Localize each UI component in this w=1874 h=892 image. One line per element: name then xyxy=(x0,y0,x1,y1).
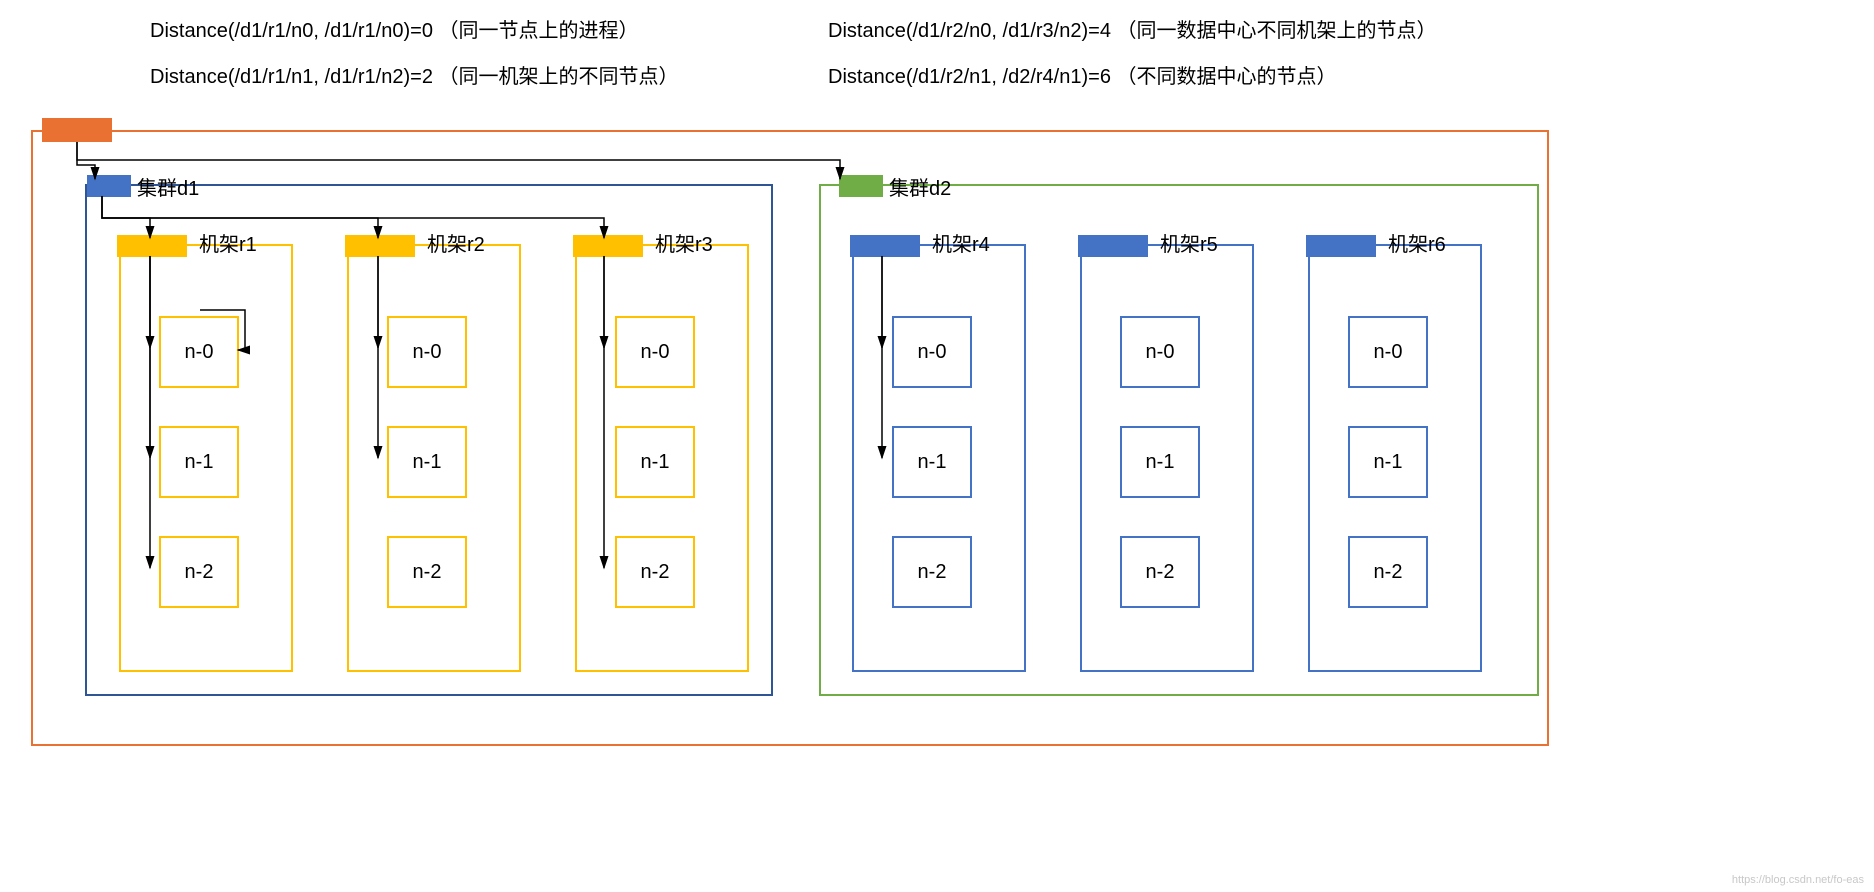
cluster-d1-label: 集群d1 xyxy=(137,172,199,201)
rack-r3-tab xyxy=(573,235,643,257)
node-label: n-1 xyxy=(1146,451,1175,474)
distance-expr: Distance(/d1/r1/n0, /d1/r1/n0)=0 xyxy=(150,20,433,42)
node-r2-n1: n-1 xyxy=(387,426,467,498)
node-label: n-2 xyxy=(1146,561,1175,584)
node-r2-n2: n-2 xyxy=(387,536,467,608)
node-label: n-0 xyxy=(1146,341,1175,364)
distance-desc: （同一节点上的进程） xyxy=(439,20,639,42)
node-r3-n2: n-2 xyxy=(615,536,695,608)
rack-r1-label: 机架r1 xyxy=(199,228,257,257)
rack-r6-tab xyxy=(1306,235,1376,257)
node-label: n-1 xyxy=(413,451,442,474)
rack-r5-label: 机架r5 xyxy=(1160,228,1218,257)
cluster-d2-tab xyxy=(839,175,883,197)
rack-r2-label: 机架r2 xyxy=(427,228,485,257)
node-label: n-0 xyxy=(641,341,670,364)
node-label: n-0 xyxy=(185,341,214,364)
node-label: n-2 xyxy=(413,561,442,584)
node-r4-n2: n-2 xyxy=(892,536,972,608)
node-label: n-0 xyxy=(413,341,442,364)
node-label: n-0 xyxy=(918,341,947,364)
rack-r5-tab xyxy=(1078,235,1148,257)
root-tab xyxy=(42,118,112,142)
node-r1-n2: n-2 xyxy=(159,536,239,608)
node-r1-n0: n-0 xyxy=(159,316,239,388)
node-r5-n1: n-1 xyxy=(1120,426,1200,498)
distance-formula-2: Distance(/d1/r2/n0, /d1/r3/n2)=4 （同一数据中心… xyxy=(828,14,1437,43)
node-label: n-2 xyxy=(918,561,947,584)
node-label: n-2 xyxy=(185,561,214,584)
distance-expr: Distance(/d1/r2/n0, /d1/r3/n2)=4 xyxy=(828,20,1111,42)
node-r3-n1: n-1 xyxy=(615,426,695,498)
node-r6-n2: n-2 xyxy=(1348,536,1428,608)
watermark: https://blog.csdn.net/fo-eas xyxy=(1732,874,1864,886)
node-r6-n0: n-0 xyxy=(1348,316,1428,388)
node-r4-n0: n-0 xyxy=(892,316,972,388)
node-label: n-2 xyxy=(641,561,670,584)
node-r6-n1: n-1 xyxy=(1348,426,1428,498)
distance-desc: （不同数据中心的节点） xyxy=(1117,66,1337,88)
node-label: n-0 xyxy=(1374,341,1403,364)
distance-desc: （同一机架上的不同节点） xyxy=(439,66,679,88)
rack-r2-tab xyxy=(345,235,415,257)
distance-desc: （同一数据中心不同机架上的节点） xyxy=(1117,20,1437,42)
node-label: n-1 xyxy=(1374,451,1403,474)
rack-r4-tab xyxy=(850,235,920,257)
node-r5-n0: n-0 xyxy=(1120,316,1200,388)
rack-r4-label: 机架r4 xyxy=(932,228,990,257)
distance-formula-0: Distance(/d1/r1/n0, /d1/r1/n0)=0 （同一节点上的… xyxy=(150,14,639,43)
distance-expr: Distance(/d1/r1/n1, /d1/r1/n2)=2 xyxy=(150,66,433,88)
node-label: n-2 xyxy=(1374,561,1403,584)
rack-r1-tab xyxy=(117,235,187,257)
node-r5-n2: n-2 xyxy=(1120,536,1200,608)
node-r4-n1: n-1 xyxy=(892,426,972,498)
node-r2-n0: n-0 xyxy=(387,316,467,388)
distance-formula-1: Distance(/d1/r1/n1, /d1/r1/n2)=2 （同一机架上的… xyxy=(150,60,679,89)
node-r3-n0: n-0 xyxy=(615,316,695,388)
cluster-d1-tab xyxy=(87,175,131,197)
cluster-d2-label: 集群d2 xyxy=(889,172,951,201)
rack-r6-label: 机架r6 xyxy=(1388,228,1446,257)
node-label: n-1 xyxy=(185,451,214,474)
rack-r3-label: 机架r3 xyxy=(655,228,713,257)
distance-formula-3: Distance(/d1/r2/n1, /d2/r4/n1)=6 （不同数据中心… xyxy=(828,60,1337,89)
node-label: n-1 xyxy=(641,451,670,474)
distance-expr: Distance(/d1/r2/n1, /d2/r4/n1)=6 xyxy=(828,66,1111,88)
node-r1-n1: n-1 xyxy=(159,426,239,498)
node-label: n-1 xyxy=(918,451,947,474)
